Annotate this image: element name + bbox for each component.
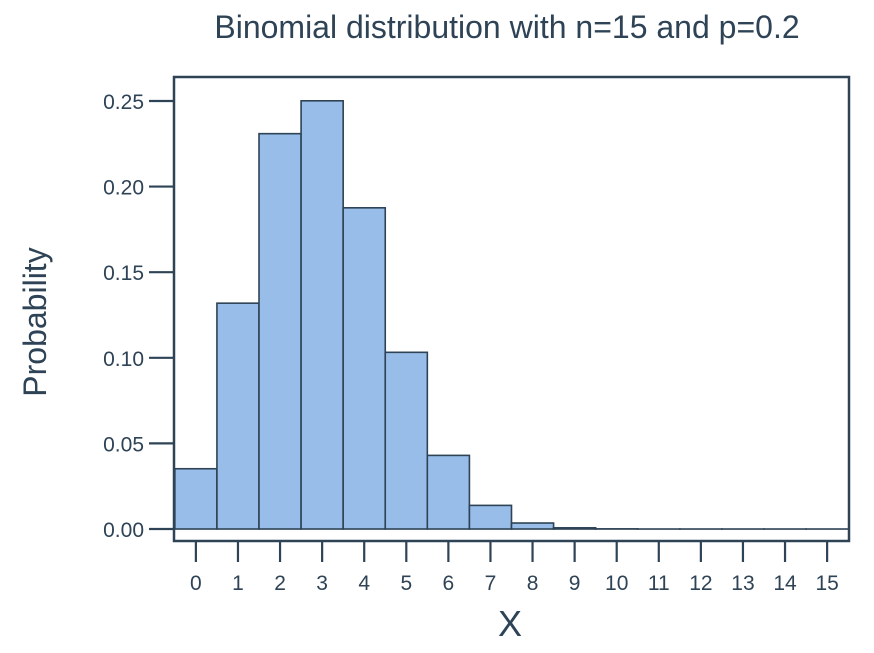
x-tick-label-6: 6 bbox=[443, 572, 455, 595]
bar-2 bbox=[259, 134, 301, 529]
x-tick-label-3: 3 bbox=[316, 572, 328, 595]
x-tick-label-15: 15 bbox=[815, 572, 838, 595]
y-tick-label-0.25: 0.25 bbox=[103, 91, 144, 114]
y-axis-label: Probability bbox=[17, 247, 53, 396]
bar-5 bbox=[385, 352, 427, 529]
x-tick-label-0: 0 bbox=[190, 572, 202, 595]
x-tick-label-2: 2 bbox=[274, 572, 286, 595]
bar-8 bbox=[512, 523, 554, 529]
chart-title: Binomial distribution with n=15 and p=0.… bbox=[214, 9, 799, 45]
x-tick-label-12: 12 bbox=[689, 572, 712, 595]
y-tick-label-0.10: 0.10 bbox=[103, 348, 144, 371]
x-tick-label-11: 11 bbox=[648, 572, 670, 595]
x-tick-label-1: 1 bbox=[232, 572, 244, 595]
bar-7 bbox=[469, 505, 511, 529]
x-tick-label-9: 9 bbox=[569, 572, 581, 595]
x-tick-label-4: 4 bbox=[358, 572, 370, 595]
x-tick-label-10: 10 bbox=[605, 572, 628, 595]
x-tick-label-5: 5 bbox=[400, 572, 412, 595]
bar-9 bbox=[554, 528, 596, 529]
bar-0 bbox=[175, 469, 217, 529]
y-tick-label-0.00: 0.00 bbox=[103, 519, 144, 542]
bar-1 bbox=[217, 303, 259, 529]
x-tick-label-13: 13 bbox=[731, 572, 754, 595]
y-tick-label-0.05: 0.05 bbox=[103, 433, 144, 456]
y-ticks: 0.00 0.05 0.10 0.15 0.20 0.25 bbox=[103, 91, 174, 542]
y-tick-label-0.15: 0.15 bbox=[103, 262, 144, 285]
bar-3 bbox=[301, 101, 343, 529]
y-tick-label-0.20: 0.20 bbox=[103, 177, 144, 200]
bars bbox=[175, 101, 848, 529]
bar-4 bbox=[343, 208, 385, 529]
x-axis-label: X bbox=[498, 603, 522, 644]
bar-6 bbox=[427, 455, 469, 529]
x-tick-label-14: 14 bbox=[773, 572, 797, 595]
x-tick-label-7: 7 bbox=[485, 572, 497, 595]
x-tick-label-8: 8 bbox=[527, 572, 539, 595]
